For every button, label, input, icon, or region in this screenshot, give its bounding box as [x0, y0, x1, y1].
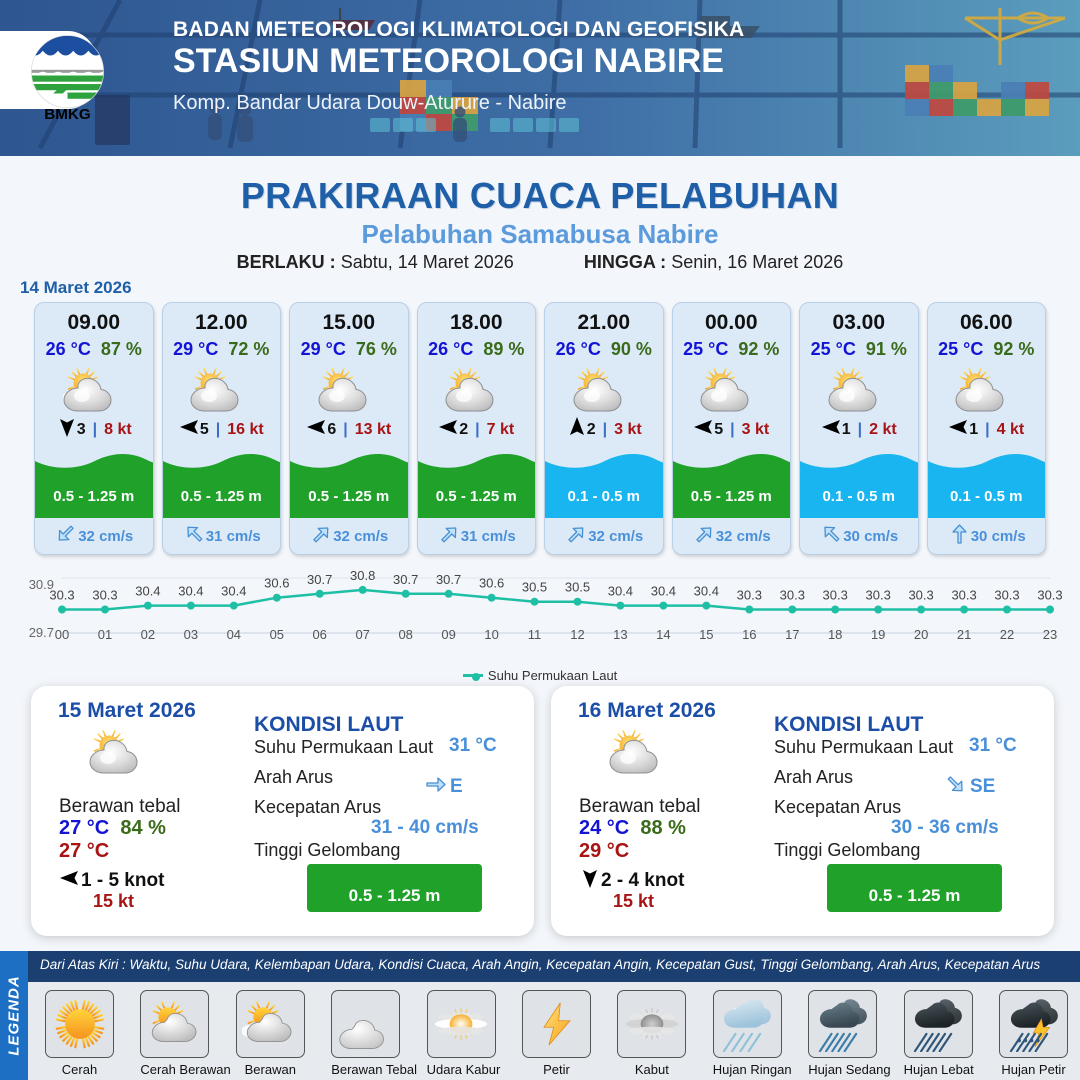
svg-text:29.7: 29.7	[29, 625, 54, 640]
svg-text:30.7: 30.7	[307, 572, 332, 587]
svg-text:12: 12	[570, 627, 584, 642]
svg-text:14: 14	[656, 627, 670, 642]
svg-text:10: 10	[484, 627, 498, 642]
svg-text:30.5: 30.5	[522, 580, 547, 595]
svg-text:20: 20	[914, 627, 928, 642]
svg-text:30.3: 30.3	[951, 588, 976, 603]
svg-text:30.4: 30.4	[694, 584, 719, 599]
svg-text:02: 02	[141, 627, 155, 642]
svg-text:30.8: 30.8	[350, 568, 375, 583]
svg-text:30.3: 30.3	[92, 588, 117, 603]
svg-text:30.6: 30.6	[479, 576, 504, 591]
svg-text:30.6: 30.6	[264, 576, 289, 591]
svg-text:30.3: 30.3	[866, 588, 891, 603]
svg-text:08: 08	[398, 627, 412, 642]
svg-text:06: 06	[312, 627, 326, 642]
svg-text:30.3: 30.3	[1037, 588, 1062, 603]
svg-text:01: 01	[98, 627, 112, 642]
svg-text:13: 13	[613, 627, 627, 642]
svg-text:09: 09	[441, 627, 455, 642]
svg-text:BMKG: BMKG	[44, 106, 90, 123]
svg-text:17: 17	[785, 627, 799, 642]
svg-text:07: 07	[355, 627, 369, 642]
svg-text:30.4: 30.4	[178, 584, 203, 599]
svg-text:30.3: 30.3	[737, 588, 762, 603]
svg-text:03: 03	[184, 627, 198, 642]
svg-text:22: 22	[1000, 627, 1014, 642]
svg-text:30.7: 30.7	[393, 572, 418, 587]
svg-text:30.4: 30.4	[651, 584, 676, 599]
svg-text:16: 16	[742, 627, 756, 642]
svg-text:30.3: 30.3	[908, 588, 933, 603]
svg-text:30.4: 30.4	[221, 584, 246, 599]
svg-text:00: 00	[55, 627, 69, 642]
svg-text:23: 23	[1043, 627, 1057, 642]
svg-text:21: 21	[957, 627, 971, 642]
svg-text:30.3: 30.3	[994, 588, 1019, 603]
svg-text:18: 18	[828, 627, 842, 642]
svg-text:30.3: 30.3	[49, 588, 74, 603]
svg-text:30.4: 30.4	[135, 584, 160, 599]
svg-text:30.5: 30.5	[565, 580, 590, 595]
svg-text:30.7: 30.7	[436, 572, 461, 587]
svg-text:30.4: 30.4	[608, 584, 633, 599]
svg-text:19: 19	[871, 627, 885, 642]
svg-text:15: 15	[699, 627, 713, 642]
svg-text:05: 05	[270, 627, 284, 642]
svg-text:04: 04	[227, 627, 241, 642]
svg-text:30.3: 30.3	[780, 588, 805, 603]
svg-text:11: 11	[528, 627, 542, 642]
svg-text:30.3: 30.3	[823, 588, 848, 603]
